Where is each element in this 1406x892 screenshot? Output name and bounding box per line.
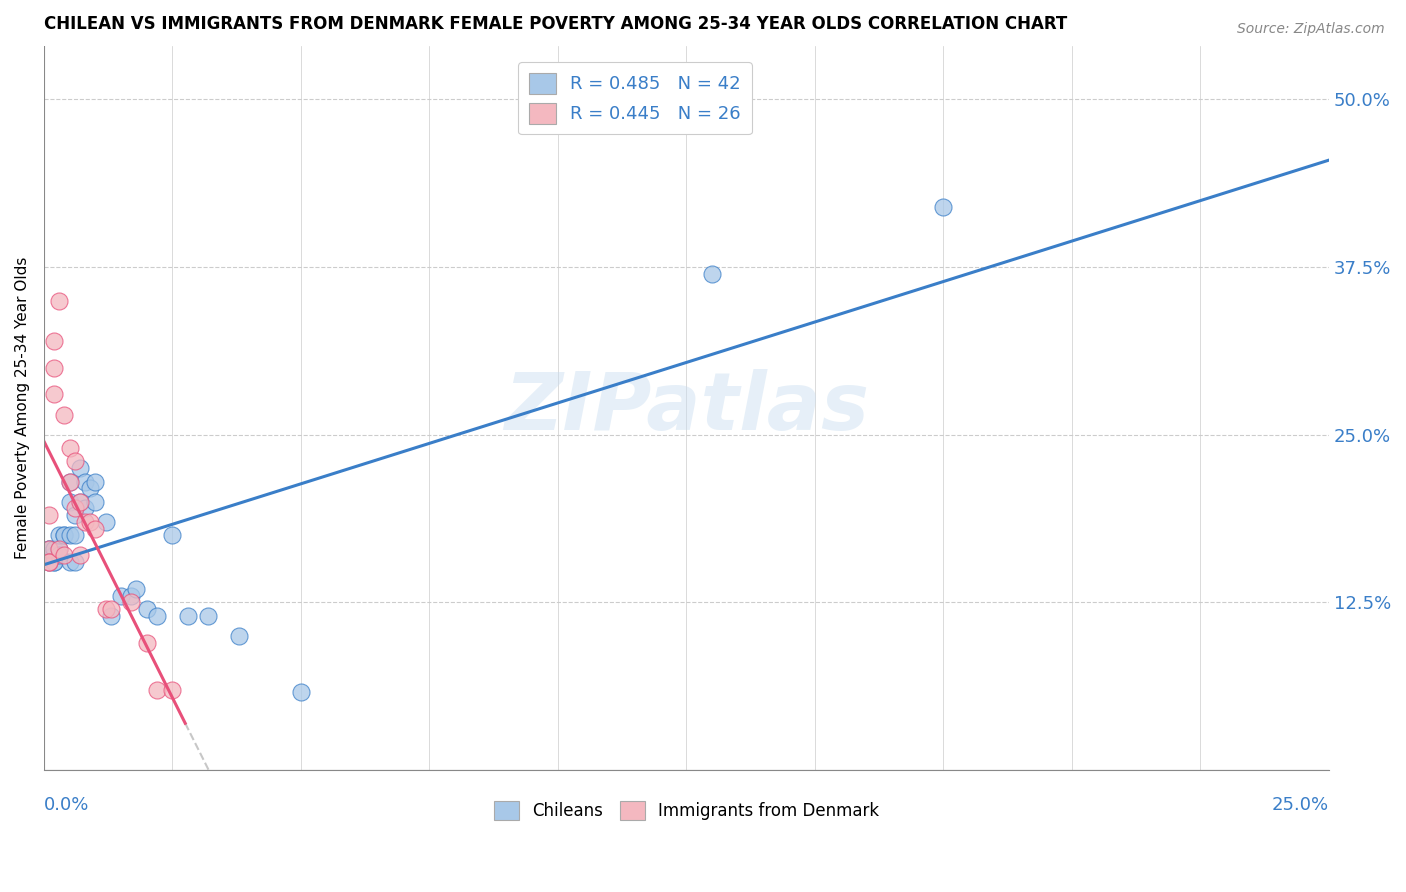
Point [79, 481, 101, 495]
Point [63, 528, 86, 542]
Point [38, 555, 60, 569]
Point [44, 549, 66, 563]
Point [38, 508, 60, 523]
Point [73, 475, 96, 489]
Legend: Chileans, Immigrants from Denmark: Chileans, Immigrants from Denmark [486, 794, 886, 827]
Point [44, 555, 66, 569]
Y-axis label: Female Poverty Among 25-34 Year Olds: Female Poverty Among 25-34 Year Olds [15, 257, 30, 559]
Point [38, 549, 60, 563]
Point [290, 685, 312, 699]
Point [38, 541, 60, 556]
Point [100, 608, 122, 623]
Text: Source: ZipAtlas.com: Source: ZipAtlas.com [1237, 22, 1385, 37]
Point [932, 200, 955, 214]
Point [110, 589, 132, 603]
Point [197, 608, 219, 623]
Point [58, 475, 80, 489]
Point [58, 528, 80, 542]
Point [94, 602, 117, 616]
Point [63, 555, 86, 569]
Text: CHILEAN VS IMMIGRANTS FROM DENMARK FEMALE POVERTY AMONG 25-34 YEAR OLDS CORRELAT: CHILEAN VS IMMIGRANTS FROM DENMARK FEMAL… [44, 15, 1067, 33]
Point [73, 515, 96, 529]
Point [53, 528, 76, 542]
Point [69, 461, 91, 475]
Point [79, 515, 101, 529]
Point [48, 528, 70, 542]
Point [38, 541, 60, 556]
Point [44, 387, 66, 401]
Point [48, 549, 70, 563]
Point [73, 501, 96, 516]
Point [69, 494, 91, 508]
Point [58, 494, 80, 508]
Point [146, 682, 169, 697]
Point [63, 454, 86, 468]
Point [84, 475, 107, 489]
Point [146, 608, 169, 623]
Point [53, 408, 76, 422]
Point [162, 682, 184, 697]
Point [84, 494, 107, 508]
Point [69, 494, 91, 508]
Point [44, 334, 66, 348]
Point [53, 528, 76, 542]
Text: ZIPatlas: ZIPatlas [503, 368, 869, 447]
Point [69, 549, 91, 563]
Text: 0.0%: 0.0% [44, 796, 89, 814]
Point [63, 501, 86, 516]
Point [135, 635, 157, 649]
Point [48, 293, 70, 308]
Point [38, 549, 60, 563]
Point [177, 608, 200, 623]
Point [94, 515, 117, 529]
Point [120, 595, 142, 609]
Point [58, 555, 80, 569]
Point [135, 602, 157, 616]
Point [125, 582, 148, 596]
Point [58, 475, 80, 489]
Point [48, 541, 70, 556]
Text: 25.0%: 25.0% [1271, 796, 1329, 814]
Point [100, 602, 122, 616]
Point [44, 555, 66, 569]
Point [700, 267, 723, 281]
Point [44, 360, 66, 375]
Point [44, 541, 66, 556]
Point [84, 522, 107, 536]
Point [38, 555, 60, 569]
Point [53, 549, 76, 563]
Point [58, 441, 80, 455]
Point [228, 629, 250, 643]
Point [38, 555, 60, 569]
Point [162, 528, 184, 542]
Point [63, 508, 86, 523]
Point [120, 589, 142, 603]
Point [48, 541, 70, 556]
Point [38, 541, 60, 556]
